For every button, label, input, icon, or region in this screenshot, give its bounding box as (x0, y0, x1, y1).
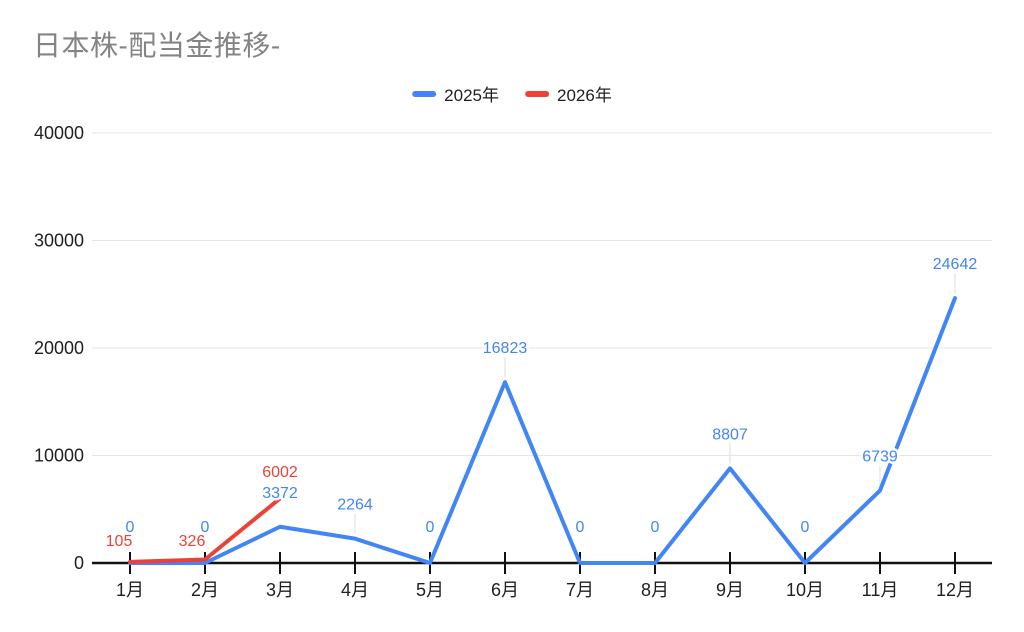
data-label: 6002 (262, 464, 298, 481)
data-label: 0 (801, 519, 810, 536)
y-axis-tick-label: 40000 (34, 123, 84, 143)
data-label: 326 (179, 533, 206, 550)
data-label: 105 (106, 533, 133, 550)
data-label: 0 (201, 519, 210, 536)
legend-label-2025: 2025年 (444, 86, 499, 105)
legend-label-2026: 2026年 (557, 86, 612, 105)
x-axis-tick-label: 7月 (566, 580, 594, 600)
data-label: 8807 (712, 426, 748, 443)
legend-item-2025: 2025年 (412, 81, 499, 106)
series-line-2026 (128, 496, 282, 564)
series-line-2025 (128, 296, 957, 565)
x-axis-tick-label: 6月 (491, 580, 519, 600)
legend-swatch-2026-icon (525, 90, 549, 97)
data-label: 6739 (862, 449, 898, 466)
data-label: 24642 (933, 256, 978, 273)
legend-swatch-2025-icon (412, 90, 437, 97)
x-axis-tick-label: 11月 (862, 580, 899, 600)
chart-legend: 2025年 2026年 (412, 81, 612, 106)
data-label: 16823 (483, 340, 528, 357)
y-axis-tick-label: 0 (74, 553, 84, 573)
x-axis-tick-label: 10月 (786, 580, 824, 600)
data-label: 0 (426, 519, 435, 536)
x-axis-tick-label: 3月 (266, 580, 294, 600)
y-axis-tick-label: 10000 (34, 446, 84, 466)
data-label: 0 (126, 519, 135, 536)
x-axis-tick-label: 1月 (116, 580, 144, 600)
data-label: 2264 (337, 497, 373, 514)
x-axis-tick-label: 8月 (641, 580, 669, 600)
data-label: 0 (651, 519, 660, 536)
x-axis-tick-label: 4月 (341, 580, 369, 600)
chart-title: 日本株-配当金推移- (33, 30, 281, 61)
y-axis-tick-label: 30000 (34, 231, 84, 251)
x-axis-tick-label: 9月 (716, 580, 744, 600)
x-axis-tick-label: 2月 (191, 580, 219, 600)
data-label: 3372 (262, 485, 298, 502)
x-axis-tick-label: 12月 (936, 580, 974, 600)
y-axis-tick-label: 20000 (34, 338, 84, 358)
data-label: 0 (576, 519, 585, 536)
x-axis-tick-label: 5月 (416, 580, 444, 600)
legend-item-2026: 2026年 (525, 81, 612, 106)
